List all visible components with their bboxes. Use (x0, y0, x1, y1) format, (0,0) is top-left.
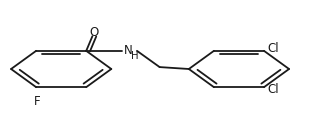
Text: N: N (125, 44, 133, 57)
Text: Cl: Cl (267, 42, 279, 55)
Text: Cl: Cl (267, 83, 279, 96)
Text: H: H (131, 51, 139, 61)
Text: F: F (34, 95, 40, 108)
Text: O: O (89, 26, 99, 39)
